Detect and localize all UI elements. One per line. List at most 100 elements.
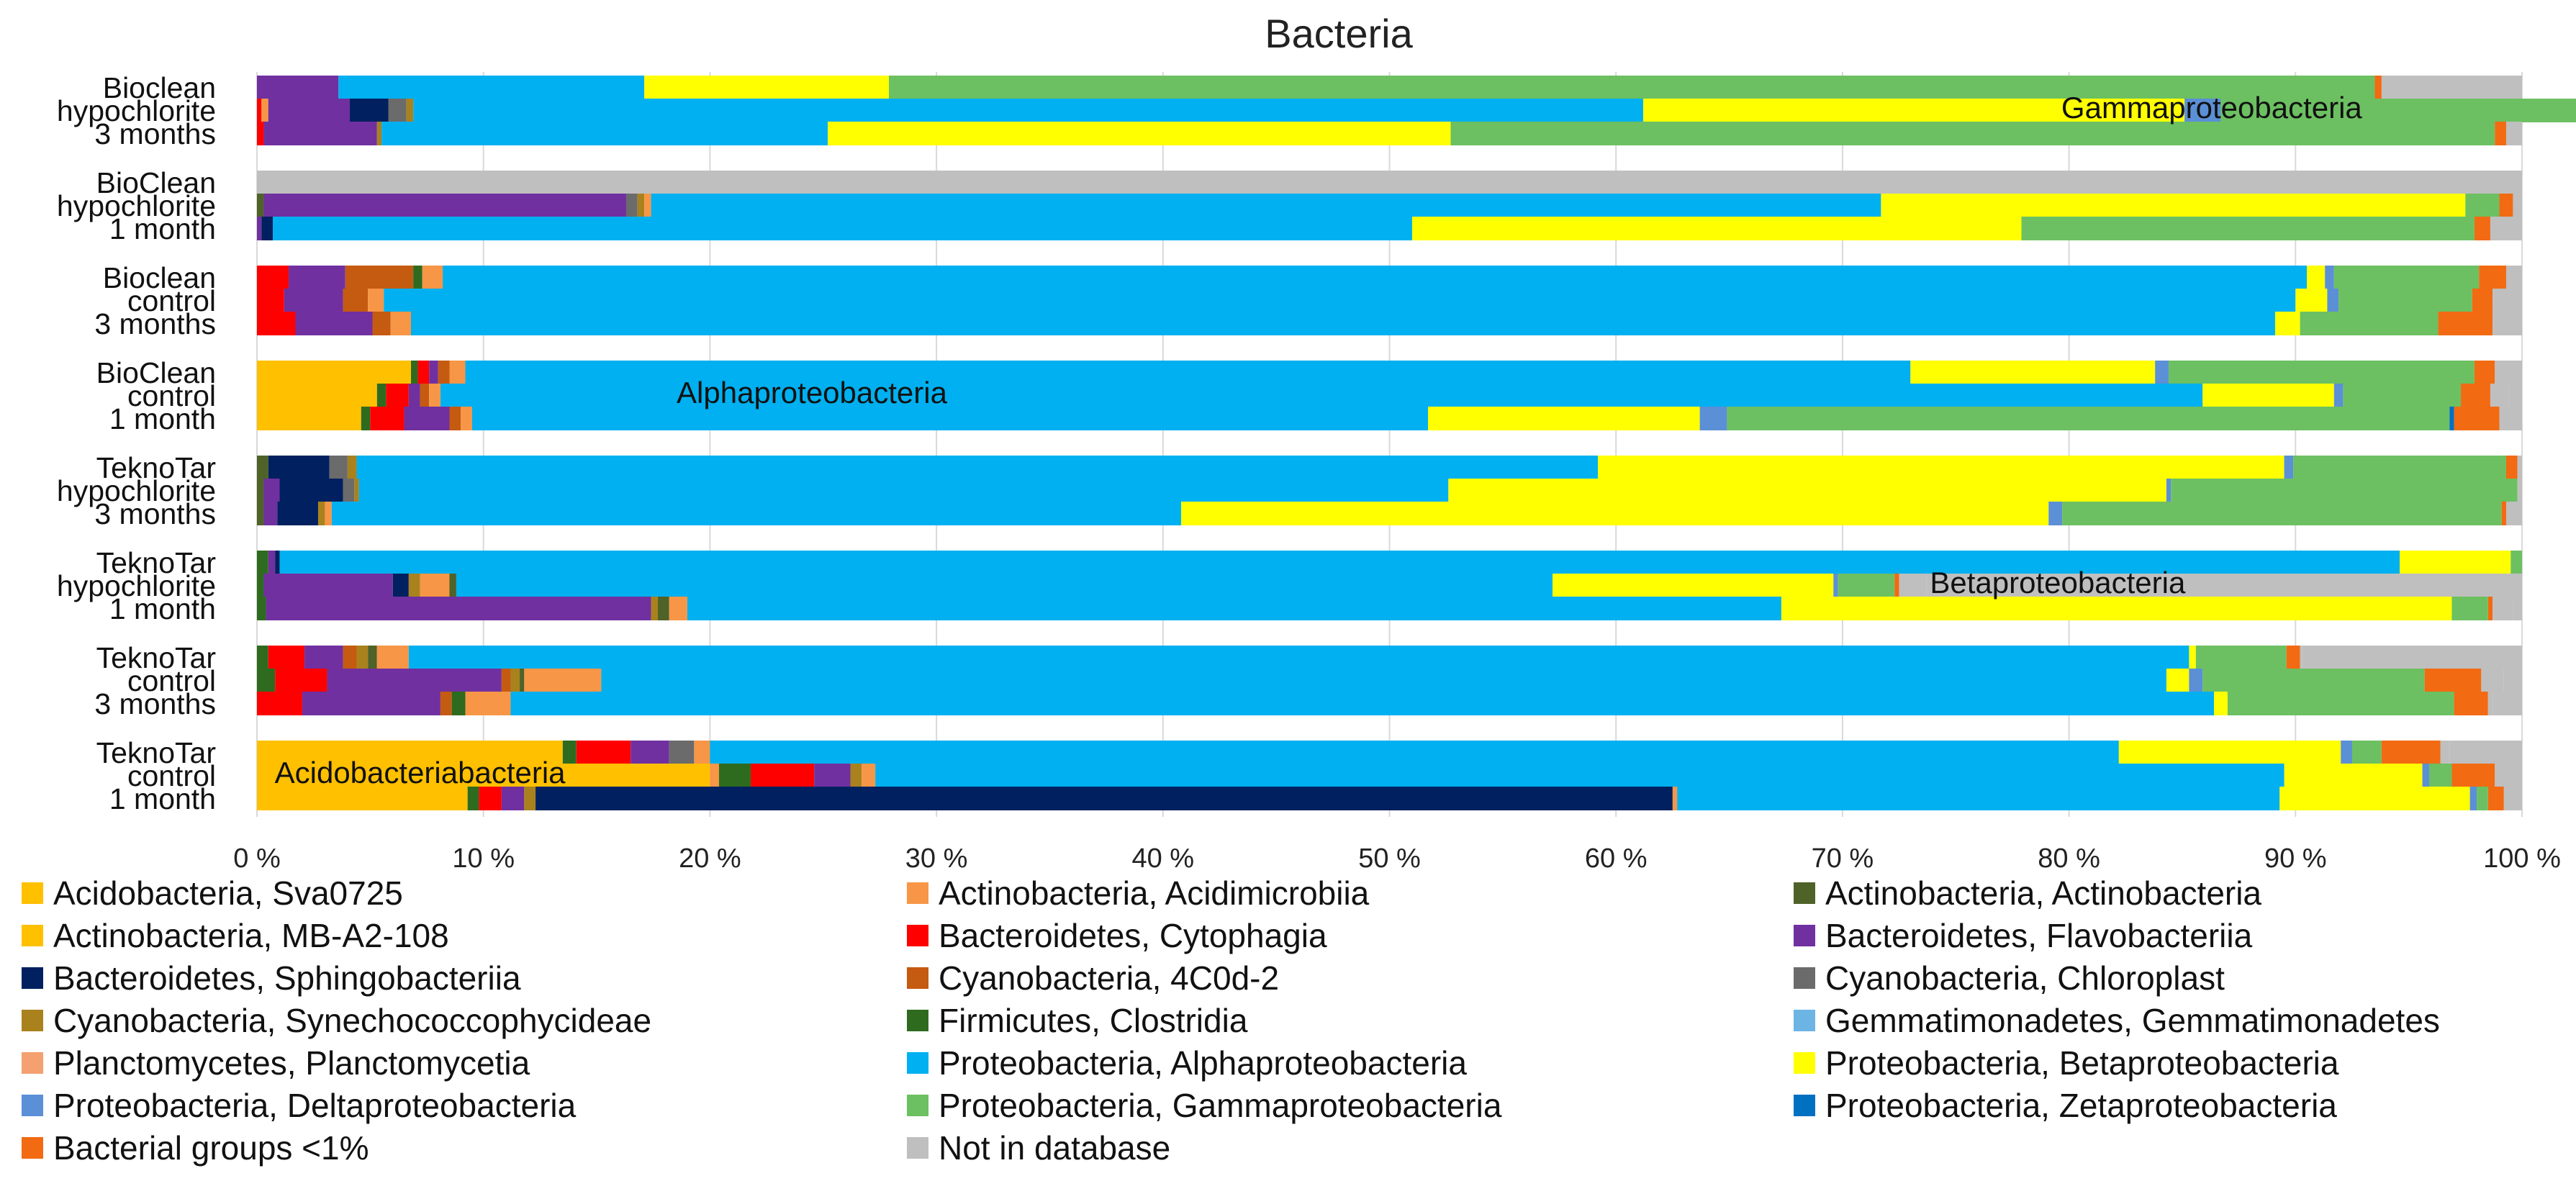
bar-segment bbox=[2493, 692, 2522, 715]
bar-segment bbox=[687, 597, 1781, 620]
legend-item: Actinobacteria, Actinobacteria bbox=[1794, 872, 2570, 913]
bar-segment bbox=[2517, 456, 2522, 479]
bar-segment bbox=[850, 764, 862, 787]
bar-segment bbox=[2508, 384, 2522, 407]
bar-segment bbox=[420, 574, 450, 597]
bar-segment bbox=[257, 551, 268, 574]
bar-segment bbox=[343, 289, 369, 312]
bar-segment bbox=[2295, 289, 2328, 312]
bar-segment bbox=[2499, 312, 2522, 335]
group-label-line: control bbox=[127, 664, 216, 697]
bar-segment bbox=[510, 669, 520, 692]
group-label: BioClean control 1 month bbox=[96, 356, 216, 435]
bar-segment bbox=[257, 456, 268, 479]
group-label-line: TeknoTar bbox=[96, 641, 216, 674]
bar-segment bbox=[2118, 741, 2341, 764]
bar-segment bbox=[1910, 361, 2156, 384]
bar-segment bbox=[2202, 669, 2425, 692]
bar-segment bbox=[295, 312, 373, 335]
bar-segment bbox=[2189, 669, 2203, 692]
group-label: Bioclean hypochlorite 3 months bbox=[57, 71, 216, 150]
bar-segment bbox=[2451, 764, 2495, 787]
bar-segment bbox=[429, 361, 438, 384]
bar-segment bbox=[268, 456, 330, 479]
bar-segment bbox=[404, 407, 450, 430]
bar-segment bbox=[354, 479, 359, 502]
bar-segment bbox=[304, 646, 343, 669]
bar-segment bbox=[2513, 597, 2522, 620]
bar-segment bbox=[390, 312, 411, 335]
bar-segment bbox=[456, 574, 1553, 597]
bar-segment bbox=[631, 741, 669, 764]
group-label-line: hypochlorite bbox=[57, 569, 216, 602]
bar-segment bbox=[449, 361, 466, 384]
bar-segment bbox=[1448, 479, 2166, 502]
bar-segment bbox=[263, 479, 280, 502]
group-label-line: 1 month bbox=[109, 212, 216, 245]
bar-segment bbox=[2503, 787, 2522, 810]
bar-segment bbox=[376, 122, 382, 145]
bar-segment bbox=[2454, 692, 2488, 715]
bar-segment bbox=[2487, 787, 2504, 810]
bar-segment bbox=[358, 479, 1449, 502]
bar-segment bbox=[317, 502, 325, 525]
group-label-line: Bioclean bbox=[103, 261, 216, 294]
legend-swatch bbox=[907, 1136, 928, 1159]
legend-label: Planctomycetes, Planctomycetia bbox=[53, 1044, 530, 1082]
legend-label: Actinobacteria, Acidimicrobiia bbox=[939, 874, 1370, 912]
group-label-line: control bbox=[127, 284, 216, 317]
bar-segment bbox=[268, 99, 351, 122]
bar-segment bbox=[266, 597, 651, 620]
bar-segment bbox=[576, 741, 631, 764]
bar-segment bbox=[2302, 646, 2522, 669]
bar-segment bbox=[2381, 741, 2441, 764]
bar-segment bbox=[408, 646, 2189, 669]
bar-segment bbox=[2469, 787, 2477, 810]
bar-segment bbox=[2424, 669, 2482, 692]
bar-segment bbox=[257, 217, 262, 240]
bar-segment bbox=[501, 669, 511, 692]
group-label: Bioclean control 3 months bbox=[94, 261, 216, 340]
bar-segment bbox=[1677, 787, 2280, 810]
legend-swatch bbox=[22, 924, 43, 946]
group-label: TeknoTar control 3 months bbox=[94, 641, 216, 720]
bar-segment bbox=[449, 407, 461, 430]
group-label-line: hypochlorite bbox=[57, 94, 216, 127]
bar-segment bbox=[2293, 456, 2506, 479]
bar-segment bbox=[2487, 597, 2493, 620]
x-tick-label: 100 % bbox=[2483, 843, 2561, 874]
bar-segment bbox=[471, 407, 1428, 430]
bar-segment bbox=[461, 407, 472, 430]
bar-segment bbox=[417, 361, 430, 384]
bar-segment bbox=[828, 122, 1451, 145]
legend-label: Firmicutes, Clostridia bbox=[939, 1001, 1248, 1039]
bar-segment bbox=[263, 502, 278, 525]
annotation-label: Gammaproteobacteria bbox=[2061, 91, 2363, 125]
bar-segment bbox=[356, 646, 369, 669]
bar-segment bbox=[2400, 551, 2511, 574]
legend-label: Proteobacteria, Alphaproteobacteria bbox=[939, 1044, 1467, 1082]
legend-swatch bbox=[907, 1051, 928, 1074]
bar-segment bbox=[2474, 361, 2495, 384]
bar-segment bbox=[710, 741, 2119, 764]
legend-label: Bacteroidetes, Flavobacteriia bbox=[1825, 916, 2253, 954]
legend-label: Not in database bbox=[939, 1128, 1171, 1167]
bar-segment bbox=[2062, 502, 2502, 525]
bar-segment bbox=[420, 384, 430, 407]
bar-segment bbox=[2381, 76, 2522, 99]
legend-swatch bbox=[907, 1094, 928, 1116]
bar-segment bbox=[637, 194, 645, 217]
bar-segment bbox=[440, 384, 2203, 407]
bar-segment bbox=[1411, 217, 2022, 240]
bar-segment bbox=[1926, 574, 2522, 597]
bar-segment bbox=[386, 384, 409, 407]
group-label-line: Bioclean bbox=[103, 71, 216, 104]
group-label-line: 1 month bbox=[109, 782, 216, 815]
bar-segment bbox=[368, 646, 377, 669]
bar-segment bbox=[384, 289, 2296, 312]
bar-segment bbox=[257, 597, 266, 620]
bar-segment bbox=[2284, 456, 2294, 479]
bar-segment bbox=[2227, 692, 2454, 715]
group-label-line: 3 months bbox=[94, 307, 216, 340]
bar-segment bbox=[862, 764, 876, 787]
